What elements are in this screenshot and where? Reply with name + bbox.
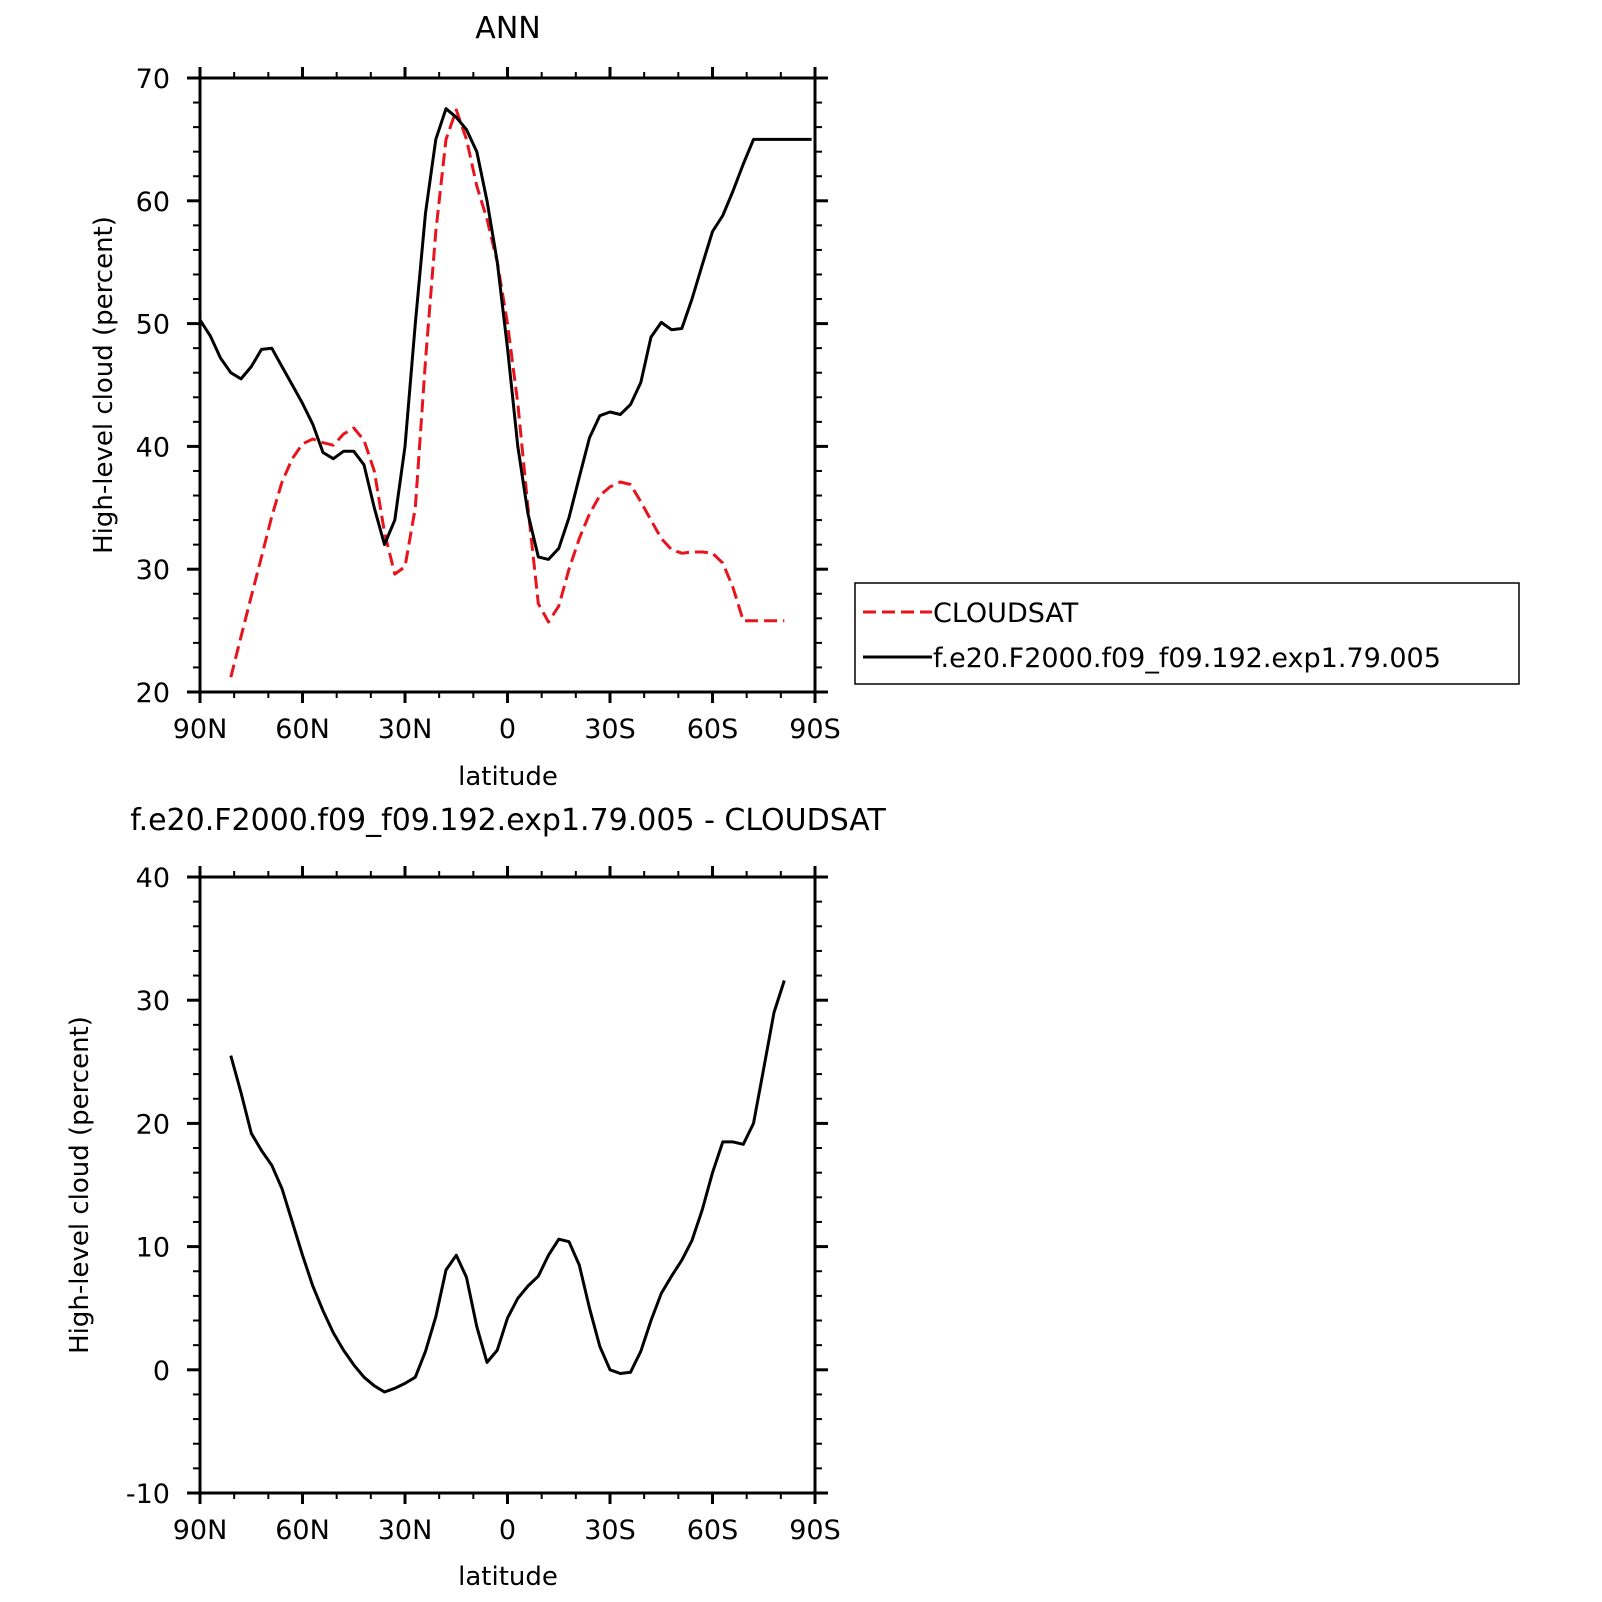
bottom-x-ticks: 90N 60N 30N 0 30S 60S 90S — [173, 866, 841, 1546]
x-tick-label: 30S — [584, 1515, 636, 1546]
series-line-1-0 — [229, 980, 786, 1394]
x-tick-label: 0 — [499, 714, 516, 745]
y-tick-label: -10 — [126, 1479, 170, 1510]
y-tick-label: 30 — [136, 555, 170, 586]
bottom-chart-title: f.e20.F2000.f09_f09.192.exp1.79.005 - CL… — [130, 803, 886, 838]
legend-label-model: f.e20.F2000.f09_f09.192.exp1.79.005 — [933, 643, 1441, 674]
top-y-ticks: 20 30 40 50 60 70 — [136, 64, 828, 709]
bottom-x-axis-label: latitude — [458, 1562, 558, 1592]
x-tick-label: 90N — [173, 1515, 228, 1546]
bottom-plot-frame — [198, 875, 817, 1495]
top-x-ticks: 90N 60N 30N 0 30S 60S 90S — [173, 67, 841, 745]
x-tick-label: 60N — [275, 714, 330, 745]
y-tick-label: 60 — [136, 187, 170, 218]
y-tick-label: 50 — [136, 310, 170, 341]
x-tick-label: 60S — [687, 714, 739, 745]
y-tick-label: 10 — [136, 1233, 170, 1264]
top-y-axis-label: High-level cloud (percent) — [89, 216, 119, 554]
x-tick-label: 90S — [789, 714, 841, 745]
top-chart-title: ANN — [475, 11, 540, 46]
x-tick-label: 60N — [275, 1515, 330, 1546]
legend: CLOUDSAT f.e20.F2000.f09_f09.192.exp1.79… — [854, 582, 1520, 685]
y-tick-label: 40 — [136, 863, 170, 894]
y-tick-label: 0 — [153, 1356, 170, 1387]
top-series-group — [198, 107, 812, 678]
bottom-series-group — [229, 980, 786, 1394]
top-x-axis-label: latitude — [458, 762, 558, 792]
y-tick-label: 40 — [136, 432, 170, 463]
y-tick-label: 70 — [136, 64, 170, 95]
top-panel: ANN 90N 60N 30N 0 30S 60S 90S 20 30 40 50 60 70 lat… — [89, 11, 841, 792]
legend-label-cloudsat: CLOUDSAT — [933, 598, 1079, 629]
bottom-panel: f.e20.F2000.f09_f09.192.exp1.79.005 - CL… — [65, 803, 886, 1592]
y-tick-label: 20 — [136, 1109, 170, 1140]
series-line-0-0 — [229, 108, 785, 678]
x-tick-label: 60S — [687, 1515, 739, 1546]
x-tick-label: 90S — [789, 1515, 841, 1546]
series-line-0-1 — [198, 107, 812, 561]
bottom-y-ticks: -10 0 10 20 30 40 — [126, 863, 828, 1510]
x-tick-label: 0 — [499, 1515, 516, 1546]
x-tick-label: 90N — [173, 714, 228, 745]
legend-box — [854, 582, 1520, 685]
x-tick-label: 30N — [378, 714, 433, 745]
x-tick-label: 30S — [584, 714, 636, 745]
x-tick-label: 30N — [378, 1515, 433, 1546]
bottom-y-axis-label: High-level cloud (percent) — [65, 1016, 95, 1354]
y-tick-label: 30 — [136, 986, 170, 1017]
y-tick-label: 20 — [136, 678, 170, 709]
